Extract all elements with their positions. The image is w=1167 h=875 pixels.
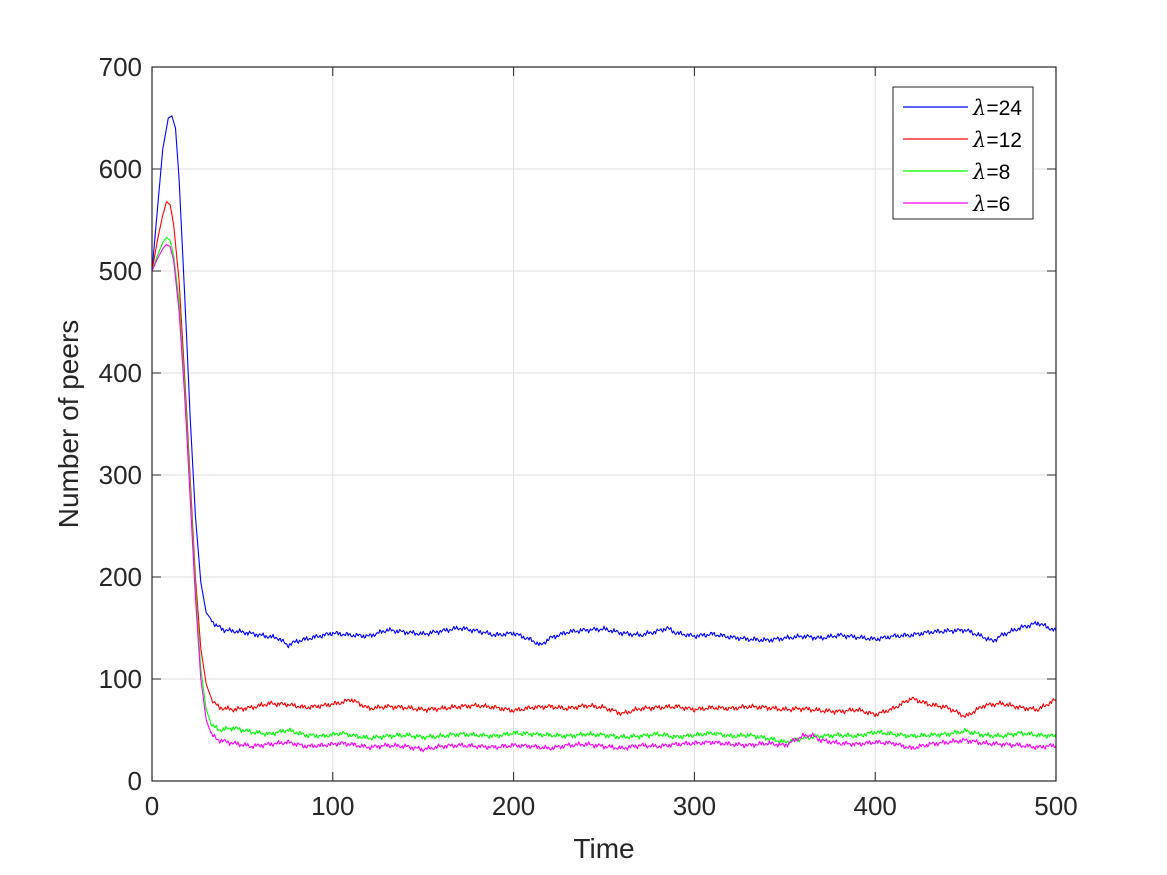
- legend: λ=24λ=12λ=8λ=6: [892, 86, 1034, 220]
- legend-label-0: λ=24: [972, 96, 1022, 120]
- x-axis-label: Time: [573, 833, 634, 864]
- legend-symbol: λ: [972, 128, 986, 152]
- legend-symbol: λ: [972, 96, 986, 120]
- x-tick-label: 300: [673, 791, 716, 821]
- y-tick-label: 400: [99, 358, 142, 388]
- y-tick-label: 300: [99, 460, 142, 490]
- y-tick-label: 100: [99, 664, 142, 694]
- legend-symbol: λ: [972, 192, 986, 216]
- series-line-3: [151, 243, 1057, 753]
- series-layer: [151, 115, 1057, 753]
- legend-box: [892, 86, 1034, 220]
- plot-frame: [151, 66, 1057, 782]
- legend-suffix: =8: [986, 161, 1010, 184]
- legend-suffix: =12: [986, 129, 1022, 152]
- x-tick-label: 400: [854, 791, 897, 821]
- legend-label-3: λ=6: [972, 192, 1010, 216]
- series-line-1: [151, 201, 1057, 718]
- x-tick-label: 500: [1034, 791, 1077, 821]
- series-line-0: [151, 115, 1057, 649]
- y-tick-label: 500: [99, 256, 142, 286]
- y-tick-label: 700: [99, 52, 142, 82]
- x-tick-label: 0: [145, 791, 159, 821]
- y-axis-label: Number of peers: [53, 320, 84, 529]
- legend-symbol: λ: [972, 160, 986, 184]
- x-tick-label: 100: [311, 791, 354, 821]
- x-tick-label: 200: [492, 791, 535, 821]
- legend-suffix: =24: [986, 97, 1022, 120]
- legend-label-1: λ=12: [972, 128, 1022, 152]
- series-line-2: [151, 236, 1057, 745]
- y-tick-label: 600: [99, 154, 142, 184]
- axis-ticks: 0 100 200 300 400 500 0 100 200 300 400 500 600 700: [99, 52, 1078, 821]
- y-tick-label: 200: [99, 562, 142, 592]
- legend-suffix: =6: [986, 193, 1010, 216]
- legend-label-2: λ=8: [972, 160, 1010, 184]
- y-tick-label: 0: [128, 766, 142, 796]
